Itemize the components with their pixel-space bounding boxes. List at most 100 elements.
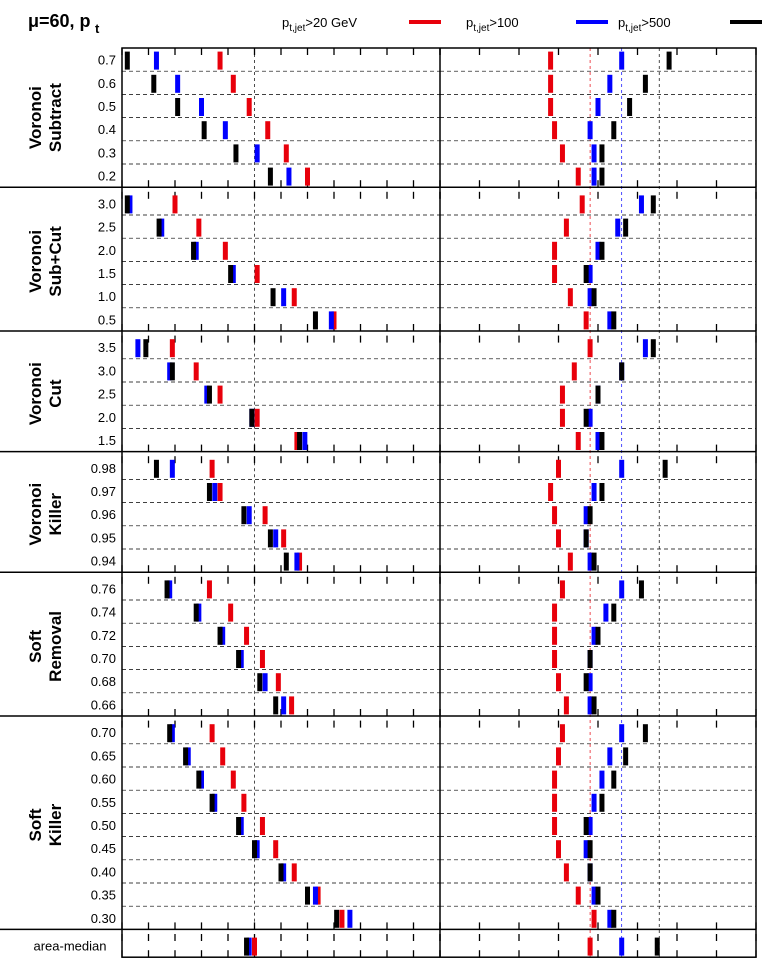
dispersion-mark — [619, 51, 625, 70]
row-label: 3.0 — [98, 196, 116, 211]
dispersion-mark — [556, 673, 561, 692]
shift-mark — [294, 552, 300, 571]
row-label: 1.5 — [98, 433, 116, 448]
shift-mark — [206, 385, 212, 404]
row-label: 0.30 — [91, 911, 116, 926]
shift-mark — [291, 863, 297, 882]
dispersion-mark — [587, 339, 593, 358]
shift-mark — [169, 362, 175, 381]
shift-mark — [283, 552, 289, 571]
shift-mark — [281, 288, 287, 307]
shift-mark — [183, 747, 189, 766]
dispersion-mark — [623, 747, 629, 766]
group-label: VoronoiSubtract — [26, 83, 65, 152]
shift-mark — [169, 724, 175, 743]
shift-mark — [315, 886, 321, 905]
shift-mark — [222, 121, 228, 140]
dispersion-mark — [638, 580, 644, 599]
shift-mark — [294, 432, 300, 450]
dispersion-mark — [556, 747, 561, 766]
row-label: 3.0 — [98, 363, 116, 378]
legend: pt,jet>20 GeV pt,jet>100 pt,jet>500 — [282, 15, 762, 34]
dispersion-mark — [583, 840, 589, 859]
shift-mark — [312, 311, 318, 330]
dispersion-mark — [552, 241, 558, 260]
dispersion-mark — [587, 121, 593, 140]
shift-mark — [275, 673, 281, 692]
dispersion-mark — [619, 937, 625, 956]
shift-mark — [196, 770, 202, 789]
shift-mark — [127, 195, 133, 214]
shift-mark — [196, 218, 202, 237]
row-label: 0.72 — [91, 628, 116, 643]
shift-mark — [217, 385, 223, 404]
title-subscript: t — [95, 21, 100, 36]
shift-mark — [175, 98, 181, 116]
plot-frame — [121, 47, 757, 958]
shift-mark — [193, 362, 199, 381]
shift-mark — [236, 650, 242, 668]
shift-mark — [228, 265, 234, 283]
shift-mark — [331, 311, 337, 330]
group-labels: VoronoiSubtract VoronoiSub+Cut VoronoiCut V… — [26, 83, 107, 954]
dispersion-mark — [642, 74, 648, 93]
shift-mark — [281, 696, 287, 715]
dispersion-mark — [603, 603, 609, 622]
dispersion-mark — [619, 724, 625, 743]
shift-mark — [278, 863, 284, 882]
shift-mark — [254, 265, 260, 283]
shift-mark — [267, 167, 273, 186]
shift-mark — [241, 506, 247, 525]
dispersion-mark — [563, 696, 569, 715]
shift-mark — [273, 696, 279, 715]
dispersion-mark — [591, 793, 597, 812]
shift-mark — [228, 603, 234, 622]
shift-mark — [153, 459, 159, 478]
dispersion-mark — [587, 288, 593, 307]
group-label: area-median — [34, 939, 107, 954]
row-label: 0.2 — [98, 169, 116, 184]
row-label: 0.4 — [98, 122, 116, 137]
dispersion-mark — [563, 863, 569, 882]
dispersion-mark — [587, 840, 593, 859]
dispersion-mark — [587, 673, 593, 692]
shift-mark — [262, 673, 268, 692]
shift-mark — [281, 863, 287, 882]
row-label: 0.66 — [91, 697, 116, 712]
shift-mark — [196, 603, 202, 622]
dispersion-mark — [638, 195, 644, 214]
dispersion-mark — [662, 459, 668, 478]
dispersion-mark — [548, 51, 554, 70]
shift-mark — [289, 696, 295, 715]
dispersion-mark — [607, 909, 613, 928]
dispersion-mark — [587, 863, 593, 882]
shift-mark — [302, 432, 308, 450]
dispersion-mark — [595, 241, 601, 260]
dispersion-mark — [575, 886, 581, 905]
dispersion-mark — [666, 51, 672, 70]
row-label: 0.70 — [91, 651, 116, 666]
row-label: 0.76 — [91, 581, 116, 596]
row-label: 0.97 — [91, 484, 116, 499]
shift-mark — [230, 74, 236, 93]
dispersion-mark — [548, 98, 554, 116]
shift-mark — [281, 529, 287, 548]
shift-mark — [291, 288, 297, 307]
shift-mark — [347, 909, 353, 928]
shift-mark — [206, 580, 212, 599]
dispersion-mark — [552, 650, 558, 668]
row-label: 0.70 — [91, 725, 116, 740]
shift-mark — [212, 793, 218, 812]
shift-mark — [254, 408, 260, 427]
dispersion-mark — [583, 265, 589, 283]
dispersion-mark — [627, 98, 633, 116]
shift-mark — [220, 626, 226, 645]
dispersion-mark — [556, 840, 561, 859]
dispersion-mark — [575, 432, 581, 450]
row-label: 0.6 — [98, 76, 116, 91]
dispersion-mark — [579, 195, 585, 214]
dispersion-mark — [591, 886, 597, 905]
shift-mark — [339, 909, 345, 928]
shift-mark — [252, 937, 257, 956]
